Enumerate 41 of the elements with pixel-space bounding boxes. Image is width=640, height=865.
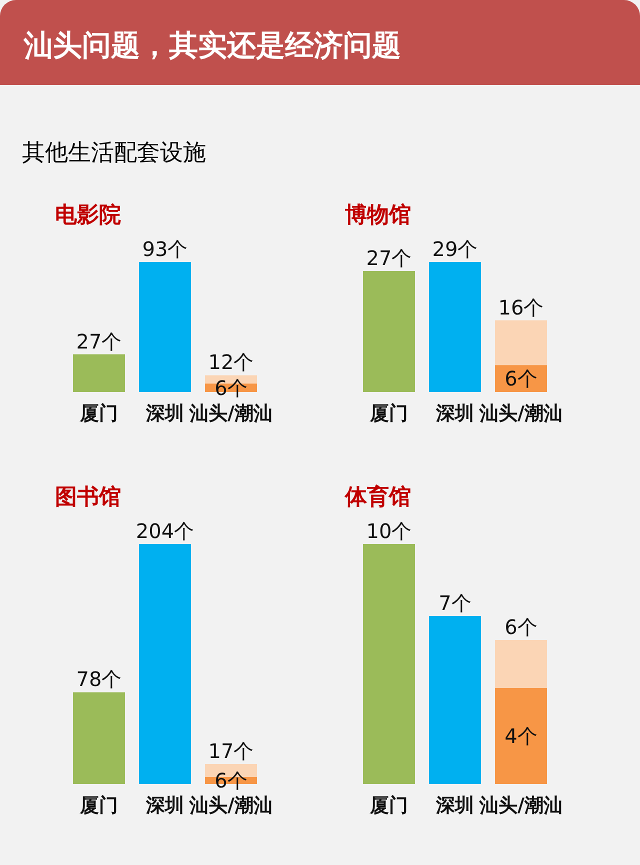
data-label: 10个 [366,519,412,543]
bar [429,262,481,392]
chart-title: 体育馆 [345,484,411,512]
data-label: 93个 [142,237,188,261]
x-tick-label: 深圳 [435,402,474,424]
data-label: 17个 [208,739,254,763]
x-tick-label: 汕头/潮汕 [478,794,562,816]
chart-title: 电影院 [55,202,121,230]
bar [73,354,125,392]
data-label: 27个 [76,329,122,354]
bar [429,616,481,784]
bar [139,544,191,784]
data-label: 204个 [136,519,194,543]
bar [495,688,547,784]
x-tick-label: 厦门 [79,794,118,816]
x-tick-label: 厦门 [79,402,118,424]
text: 汕头问题，其实还是经济问题 [24,27,401,63]
x-tick-label: 汕头/潮汕 [188,794,272,816]
data-label: 16个 [498,295,544,320]
x-tick-label: 汕头/潮汕 [478,402,562,424]
x-tick-label: 厦门 [369,402,408,424]
data-label: 6个 [504,615,538,639]
x-tick-label: 深圳 [145,794,184,816]
data-label: 27个 [366,246,412,270]
chart-title: 博物馆 [345,202,411,230]
data-label: 4个 [504,724,538,748]
x-tick-label: 深圳 [435,794,474,816]
data-label: 6个 [504,366,538,391]
bar [363,270,415,392]
x-tick-label: 深圳 [145,402,184,424]
data-label: 29个 [432,237,478,261]
data-label: 7个 [438,591,472,615]
x-tick-label: 厦门 [369,794,408,816]
bar [363,544,415,784]
x-tick-label: 汕头/潮汕 [188,402,272,424]
data-label: 78个 [76,667,122,692]
bar [73,692,125,784]
chart-title: 图书馆 [55,484,121,512]
bar [139,262,191,392]
data-label: 12个 [208,350,254,374]
text: 其他生活配套设施 [22,139,206,168]
